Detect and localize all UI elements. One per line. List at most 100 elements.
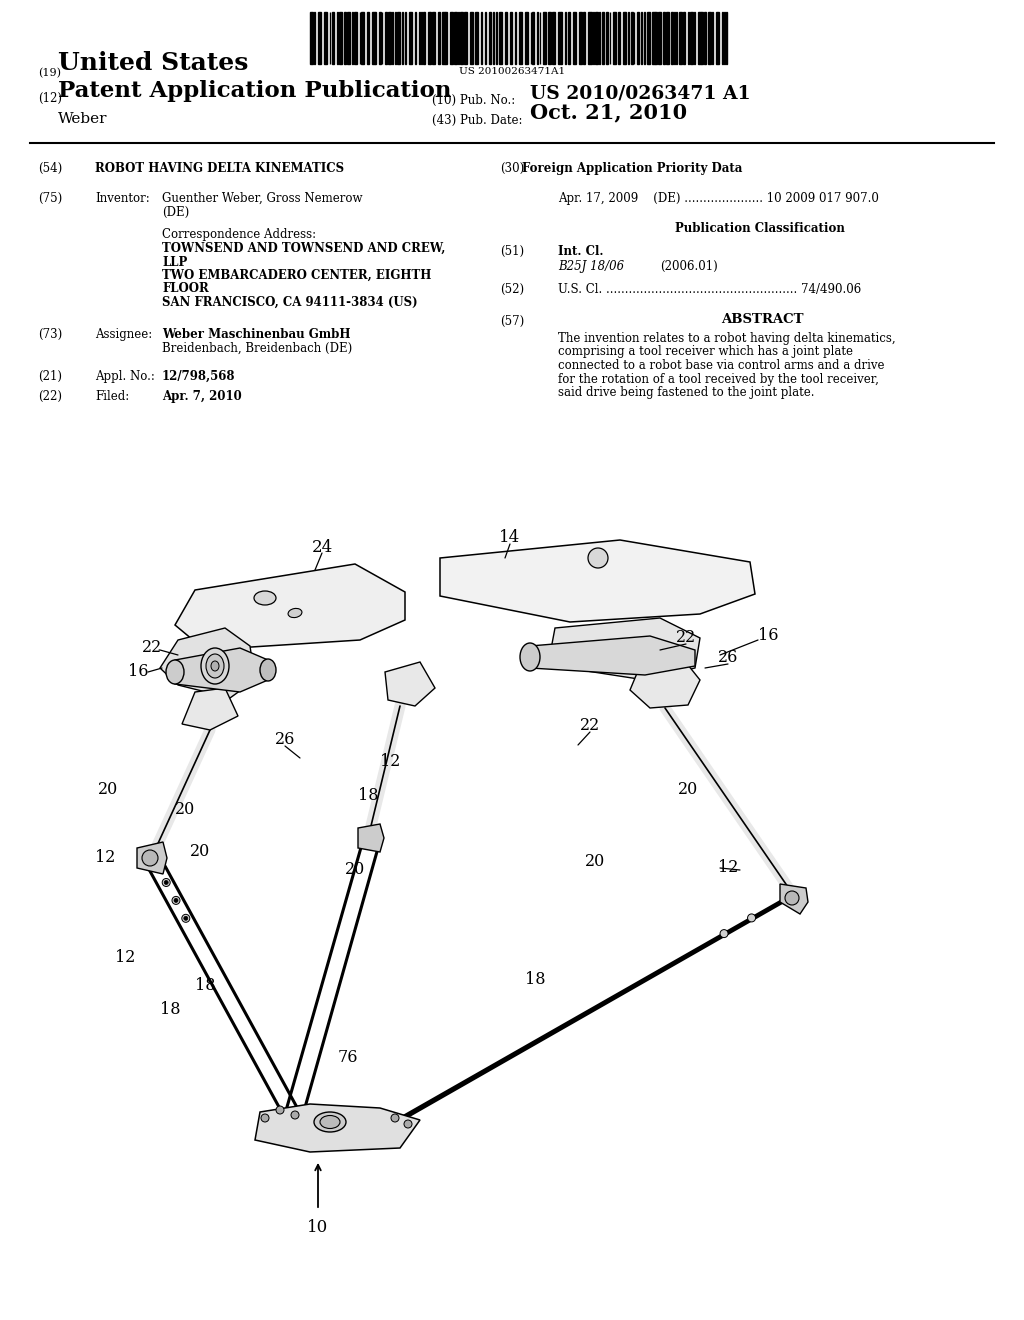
Text: 18: 18 bbox=[195, 977, 215, 994]
Bar bbox=[549, 12, 551, 63]
Bar bbox=[631, 12, 633, 63]
Text: (12): (12) bbox=[38, 92, 62, 106]
Bar bbox=[475, 12, 478, 63]
Polygon shape bbox=[630, 655, 700, 708]
Text: 10: 10 bbox=[307, 1220, 329, 1237]
Bar bbox=[470, 12, 473, 63]
Bar bbox=[690, 12, 693, 63]
Text: Breidenbach, Breidenbach (DE): Breidenbach, Breidenbach (DE) bbox=[162, 342, 352, 355]
Bar bbox=[579, 12, 582, 63]
Text: Apr. 7, 2010: Apr. 7, 2010 bbox=[162, 389, 242, 403]
Text: Inventor:: Inventor: bbox=[95, 191, 150, 205]
Ellipse shape bbox=[520, 643, 540, 671]
Circle shape bbox=[720, 929, 728, 937]
Text: Publication Classification: Publication Classification bbox=[675, 222, 845, 235]
Bar bbox=[628, 12, 629, 63]
Text: 18: 18 bbox=[357, 788, 378, 804]
Bar bbox=[558, 12, 561, 63]
Text: Int. Cl.: Int. Cl. bbox=[558, 246, 603, 257]
Text: 18: 18 bbox=[160, 1002, 180, 1019]
Text: said drive being fastened to the joint plate.: said drive being fastened to the joint p… bbox=[558, 385, 814, 399]
Bar bbox=[441, 12, 444, 63]
Bar bbox=[701, 12, 702, 63]
Bar bbox=[385, 12, 387, 63]
Polygon shape bbox=[137, 842, 167, 874]
Bar bbox=[347, 12, 350, 63]
Text: (21): (21) bbox=[38, 370, 62, 383]
Bar bbox=[705, 12, 706, 63]
Bar bbox=[410, 12, 413, 63]
Text: United States: United States bbox=[58, 51, 249, 75]
Circle shape bbox=[172, 896, 180, 904]
Bar bbox=[458, 12, 459, 63]
Text: SAN FRANCISCO, CA 94111-3834 (US): SAN FRANCISCO, CA 94111-3834 (US) bbox=[162, 296, 418, 309]
Text: 16: 16 bbox=[128, 664, 148, 681]
Text: 20: 20 bbox=[585, 854, 605, 870]
Bar bbox=[652, 12, 654, 63]
Bar bbox=[688, 12, 689, 63]
Bar bbox=[647, 12, 650, 63]
Text: Assignee:: Assignee: bbox=[95, 327, 153, 341]
Bar bbox=[617, 12, 621, 63]
Bar bbox=[722, 12, 723, 63]
Bar bbox=[423, 12, 425, 63]
Bar bbox=[484, 12, 486, 63]
Bar bbox=[671, 12, 673, 63]
Circle shape bbox=[291, 1111, 299, 1119]
Text: (10) Pub. No.:: (10) Pub. No.: bbox=[432, 94, 515, 107]
Polygon shape bbox=[182, 688, 238, 730]
Bar bbox=[624, 12, 625, 63]
Bar bbox=[552, 12, 555, 63]
Bar bbox=[572, 12, 575, 63]
Bar bbox=[317, 12, 321, 63]
Bar bbox=[544, 12, 546, 63]
Bar bbox=[666, 12, 669, 63]
Ellipse shape bbox=[254, 591, 276, 605]
Bar bbox=[313, 12, 315, 63]
Polygon shape bbox=[255, 1104, 420, 1152]
Bar bbox=[438, 12, 440, 63]
Bar bbox=[372, 12, 375, 63]
Polygon shape bbox=[160, 628, 255, 698]
Polygon shape bbox=[440, 540, 755, 622]
Text: Patent Application Publication: Patent Application Publication bbox=[58, 81, 452, 102]
Bar bbox=[353, 12, 356, 63]
Text: Guenther Weber, Gross Nemerow: Guenther Weber, Gross Nemerow bbox=[162, 191, 362, 205]
Ellipse shape bbox=[260, 659, 276, 681]
Text: 20: 20 bbox=[345, 862, 366, 879]
Bar bbox=[387, 12, 390, 63]
Bar bbox=[368, 12, 370, 63]
Text: 26: 26 bbox=[274, 731, 295, 748]
Circle shape bbox=[404, 1119, 412, 1129]
Ellipse shape bbox=[206, 653, 224, 678]
Circle shape bbox=[142, 850, 158, 866]
Bar bbox=[532, 12, 534, 63]
Text: (51): (51) bbox=[500, 246, 524, 257]
Bar bbox=[716, 12, 719, 63]
Text: ABSTRACT: ABSTRACT bbox=[721, 313, 803, 326]
Bar bbox=[568, 12, 570, 63]
Text: Correspondence Address:: Correspondence Address: bbox=[162, 228, 316, 242]
Text: (54): (54) bbox=[38, 162, 62, 176]
Bar bbox=[519, 12, 522, 63]
Polygon shape bbox=[548, 618, 700, 680]
Text: (75): (75) bbox=[38, 191, 62, 205]
Bar bbox=[450, 12, 453, 63]
Text: connected to a robot base via control arms and a drive: connected to a robot base via control ar… bbox=[558, 359, 885, 372]
Bar bbox=[324, 12, 327, 63]
Ellipse shape bbox=[319, 1115, 340, 1129]
Bar bbox=[404, 12, 407, 63]
Polygon shape bbox=[385, 663, 435, 706]
Circle shape bbox=[183, 916, 187, 920]
Circle shape bbox=[261, 1114, 269, 1122]
Bar bbox=[379, 12, 381, 63]
Text: Appl. No.:: Appl. No.: bbox=[95, 370, 155, 383]
Text: 14: 14 bbox=[500, 529, 520, 546]
Bar bbox=[525, 12, 527, 63]
Text: B25J 18/06: B25J 18/06 bbox=[558, 260, 624, 273]
Text: Apr. 17, 2009    (DE) ..................... 10 2009 017 907.0: Apr. 17, 2009 (DE) .....................… bbox=[558, 191, 879, 205]
Ellipse shape bbox=[211, 661, 219, 671]
Bar bbox=[496, 12, 498, 63]
Bar bbox=[493, 12, 495, 63]
Bar bbox=[537, 12, 538, 63]
